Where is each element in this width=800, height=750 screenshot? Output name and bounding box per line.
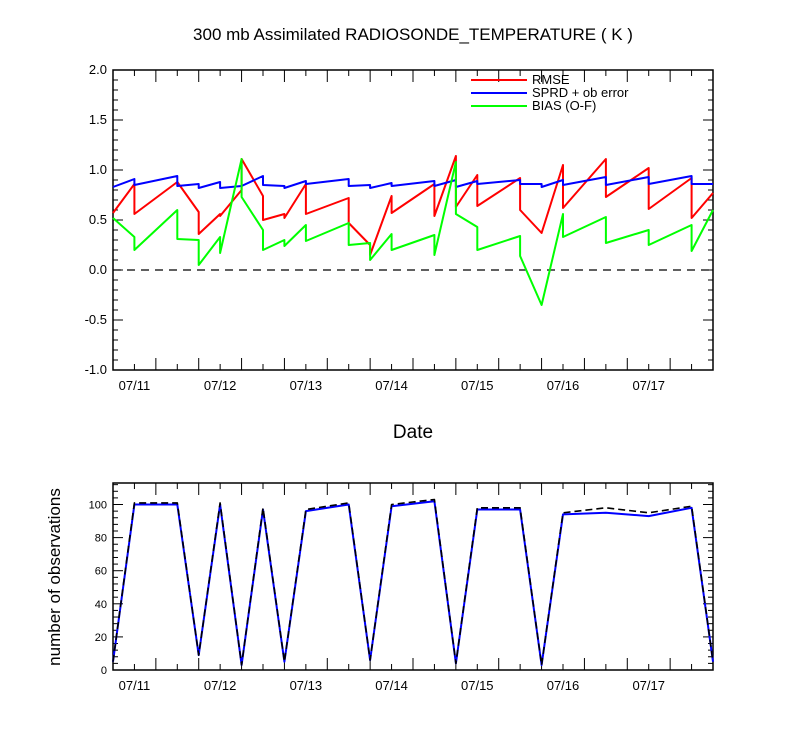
chart-title: 300 mb Assimilated RADIOSONDE_TEMPERATUR… xyxy=(193,25,633,44)
x-tick-label: 07/15 xyxy=(461,678,494,693)
y-tick-label: -0.5 xyxy=(85,312,107,327)
legend-label: SPRD + ob error xyxy=(532,85,629,100)
y-tick-label: 80 xyxy=(95,533,107,545)
y-tick-label: 2.0 xyxy=(89,62,107,77)
legend-label: BIAS (O-F) xyxy=(532,98,596,113)
x-tick-label: 07/13 xyxy=(290,378,323,393)
x-tick-label: 07/14 xyxy=(375,678,408,693)
y-tick-label: -1.0 xyxy=(85,362,107,377)
top-x-axis-label: Date xyxy=(393,422,433,443)
x-tick-label: 07/12 xyxy=(204,378,237,393)
series-line-sprd-ob-error xyxy=(112,175,713,189)
series-line-bias-o-f xyxy=(112,158,714,306)
x-tick-label: 07/17 xyxy=(632,378,665,393)
x-tick-label: 07/16 xyxy=(547,378,580,393)
plot-frame-1 xyxy=(112,69,714,371)
legend-label: RMSE xyxy=(532,72,570,87)
x-tick-label: 07/12 xyxy=(204,678,237,693)
plot-frame-2 xyxy=(112,482,714,671)
x-tick-label: 07/16 xyxy=(547,678,580,693)
y-tick-label: 100 xyxy=(89,500,107,512)
y-tick-label: 0 xyxy=(101,665,107,677)
x-tick-label: 07/14 xyxy=(375,378,408,393)
y-tick-label: 20 xyxy=(95,632,107,644)
x-tick-label: 07/17 xyxy=(632,678,665,693)
y-tick-label: 60 xyxy=(95,566,107,578)
series-line-total xyxy=(112,498,714,666)
y-tick-label: 1.0 xyxy=(89,162,107,177)
x-tick-label: 07/15 xyxy=(461,378,494,393)
y-tick-label: 0.5 xyxy=(89,212,107,227)
series-line-assimilated xyxy=(112,500,714,666)
x-tick-label: 07/13 xyxy=(290,678,323,693)
top-plot: -1.0 -0.5 0.0 0.5 1.0 1.5 2.0 07/11 07/12 07/13 07… xyxy=(85,62,714,393)
series-line-rmse xyxy=(112,155,714,256)
y-tick-label: 1.5 xyxy=(89,112,107,127)
y-tick-label: 0.0 xyxy=(89,262,107,277)
bottom-y-axis-label: number of observations xyxy=(45,488,64,666)
x-tick-label: 07/11 xyxy=(119,378,151,393)
y-tick-label: 40 xyxy=(95,599,107,611)
bottom-plot: 0 20 40 60 80 100 07/11 07/12 07/13 07/14 07/15 07/… xyxy=(89,482,714,693)
x-tick-label: 07/11 xyxy=(119,678,151,693)
